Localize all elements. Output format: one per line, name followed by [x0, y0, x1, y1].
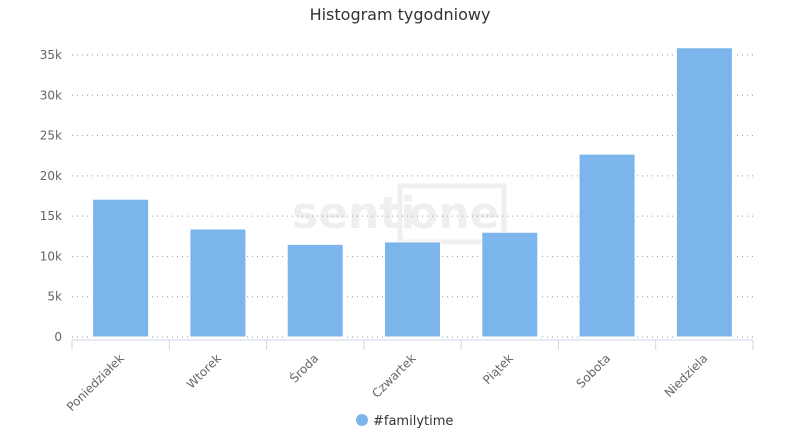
x-tick-label: Piątek	[480, 351, 516, 387]
bar[interactable]	[189, 228, 247, 338]
x-tick-label: Wtorek	[184, 351, 224, 391]
y-tick-label: 35k	[40, 48, 62, 62]
x-tick-label: Czwartek	[369, 351, 418, 400]
watermark-logo: senti	[292, 188, 415, 239]
bar[interactable]	[481, 231, 539, 338]
x-tick-label: Poniedziałek	[64, 351, 127, 414]
y-tick-label: 20k	[40, 169, 62, 183]
x-tick-label: Sobota	[574, 351, 614, 391]
bar[interactable]	[384, 241, 441, 338]
bar[interactable]	[578, 153, 636, 338]
x-tick-label: Niedziela	[662, 351, 711, 400]
y-tick-label: 30k	[40, 88, 62, 102]
bar[interactable]	[92, 198, 150, 338]
legend-item-label[interactable]: #familytime	[373, 414, 453, 429]
bar[interactable]	[675, 47, 733, 338]
watermark: senti one	[292, 183, 507, 245]
legend[interactable]: #familytime	[356, 414, 453, 429]
y-tick-label: 25k	[40, 129, 62, 143]
x-tick-label: Środa	[286, 351, 321, 386]
legend-marker	[356, 414, 368, 426]
bar[interactable]	[286, 243, 344, 338]
chart-title: Histogram tygodniowy	[310, 5, 491, 24]
y-tick-label: 5k	[47, 290, 62, 304]
svg-text:one: one	[408, 188, 499, 239]
y-tick-label: 10k	[40, 249, 62, 263]
y-tick-label: 15k	[40, 209, 62, 223]
y-tick-label: 0	[54, 330, 62, 344]
